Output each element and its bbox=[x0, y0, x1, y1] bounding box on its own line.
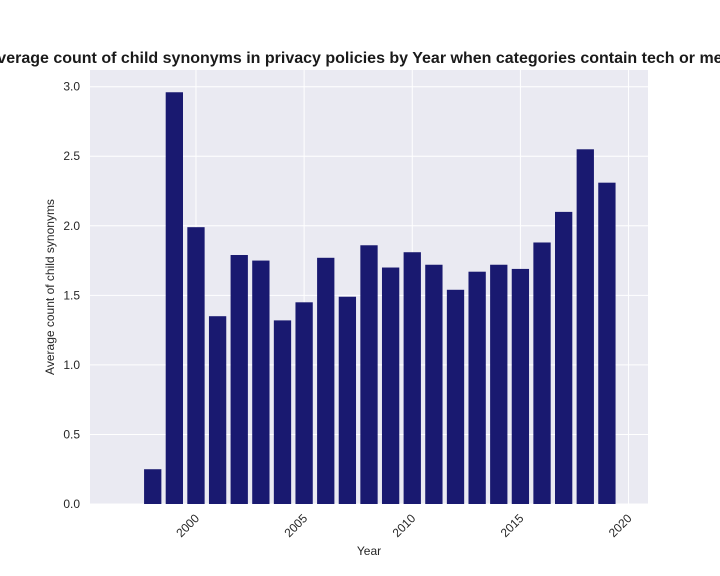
bar-2019 bbox=[598, 182, 616, 504]
bar-2018 bbox=[576, 149, 594, 505]
bar-2003 bbox=[252, 260, 270, 504]
bar-2002 bbox=[230, 255, 248, 504]
bar-2010 bbox=[403, 252, 421, 504]
bar-2009 bbox=[381, 267, 400, 504]
x-tick-label: 2005 bbox=[281, 511, 310, 540]
y-tick-label: 3.0 bbox=[63, 80, 80, 94]
y-axis-ticks: 0.0 0.5 1.0 1.5 2.0 2.5 3.0 bbox=[63, 80, 80, 511]
y-tick-label: 0.0 bbox=[63, 497, 80, 511]
bar-2004 bbox=[273, 320, 292, 504]
bar-2015 bbox=[511, 268, 530, 504]
x-tick-label: 2015 bbox=[498, 511, 527, 540]
bar-2001 bbox=[208, 316, 227, 504]
x-tick-label: 2010 bbox=[390, 511, 419, 540]
y-tick-label: 1.5 bbox=[63, 288, 80, 302]
x-axis-label: Year bbox=[357, 544, 381, 558]
bar-2007 bbox=[338, 296, 357, 504]
bar-2000 bbox=[187, 227, 205, 504]
y-axis-label: Average count of child synonyms bbox=[43, 199, 57, 375]
y-tick-label: 2.0 bbox=[63, 219, 80, 233]
bar-1999 bbox=[165, 92, 183, 504]
y-tick-label: 0.5 bbox=[63, 427, 80, 441]
bar-2014 bbox=[490, 264, 508, 504]
bar-2012 bbox=[446, 289, 465, 504]
chart-title: Average count of child synonyms in priva… bbox=[0, 50, 720, 67]
bar-2016 bbox=[533, 242, 551, 504]
y-tick-label: 2.5 bbox=[63, 149, 80, 163]
bar-2006 bbox=[317, 257, 335, 504]
x-tick-label: 2020 bbox=[606, 511, 635, 540]
bar-2011 bbox=[425, 264, 443, 504]
bar-1998 bbox=[144, 469, 162, 504]
bar-2008 bbox=[360, 245, 378, 504]
bars bbox=[144, 92, 616, 505]
x-axis-ticks: 2000 2005 2010 2015 2020 bbox=[173, 511, 635, 540]
x-tick-label: 2000 bbox=[173, 511, 202, 540]
bar-2005 bbox=[295, 302, 313, 504]
bar-2017 bbox=[555, 211, 573, 504]
bar-2013 bbox=[468, 271, 486, 504]
y-tick-label: 1.0 bbox=[63, 358, 80, 372]
